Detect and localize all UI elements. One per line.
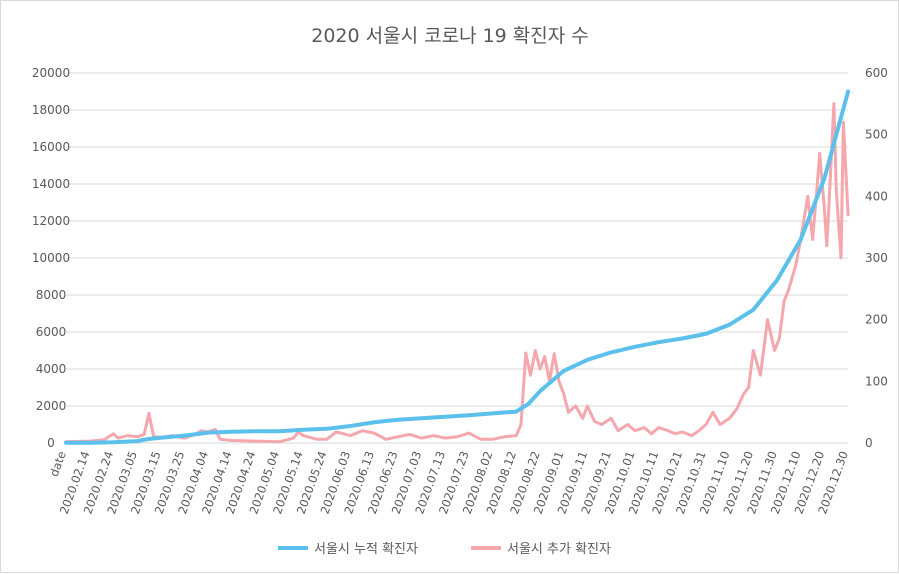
left-tick-label: 16000 (32, 140, 70, 154)
right-tick-label: 600 (865, 66, 888, 80)
left-tick-label: 12000 (32, 214, 70, 228)
legend: 서울시 누적 확진자 서울시 추가 확진자 (278, 542, 611, 557)
left-tick-label: 20000 (32, 66, 70, 80)
left-tick-label: 18000 (32, 103, 70, 117)
x-tick-label: date (47, 449, 69, 478)
right-y-axis: 0 100 200 300 400 500 600 (865, 66, 888, 450)
left-tick-label: 14000 (32, 177, 70, 191)
right-tick-label: 200 (865, 313, 888, 327)
series-line (64, 102, 850, 444)
right-tick-label: 300 (865, 251, 888, 265)
left-tick-label: 4000 (36, 362, 67, 376)
chart-title: 2020 서울시 코로나 19 확진자 수 (311, 25, 589, 47)
x-axis: date2020.02.142020.02.242020.03.052020.0… (47, 449, 851, 516)
legend-label: 서울시 추가 확진자 (507, 542, 611, 557)
grid-layer (66, 72, 848, 444)
right-tick-label: 100 (865, 374, 888, 388)
series-layer (64, 89, 851, 445)
left-y-axis: 0 2000 4000 6000 8000 10000 12000 14000 16000 180… (32, 66, 70, 450)
right-tick-label: 500 (865, 128, 888, 142)
left-tick-label: 0 (47, 436, 55, 450)
series-line (64, 89, 851, 445)
legend-label: 서울시 누적 확진자 (314, 542, 418, 557)
right-tick-label: 400 (865, 189, 888, 203)
left-tick-label: 10000 (32, 251, 70, 265)
left-tick-label: 8000 (36, 288, 67, 302)
left-tick-label: 2000 (36, 399, 67, 413)
left-tick-label: 6000 (36, 325, 67, 339)
right-tick-label: 0 (865, 436, 873, 450)
